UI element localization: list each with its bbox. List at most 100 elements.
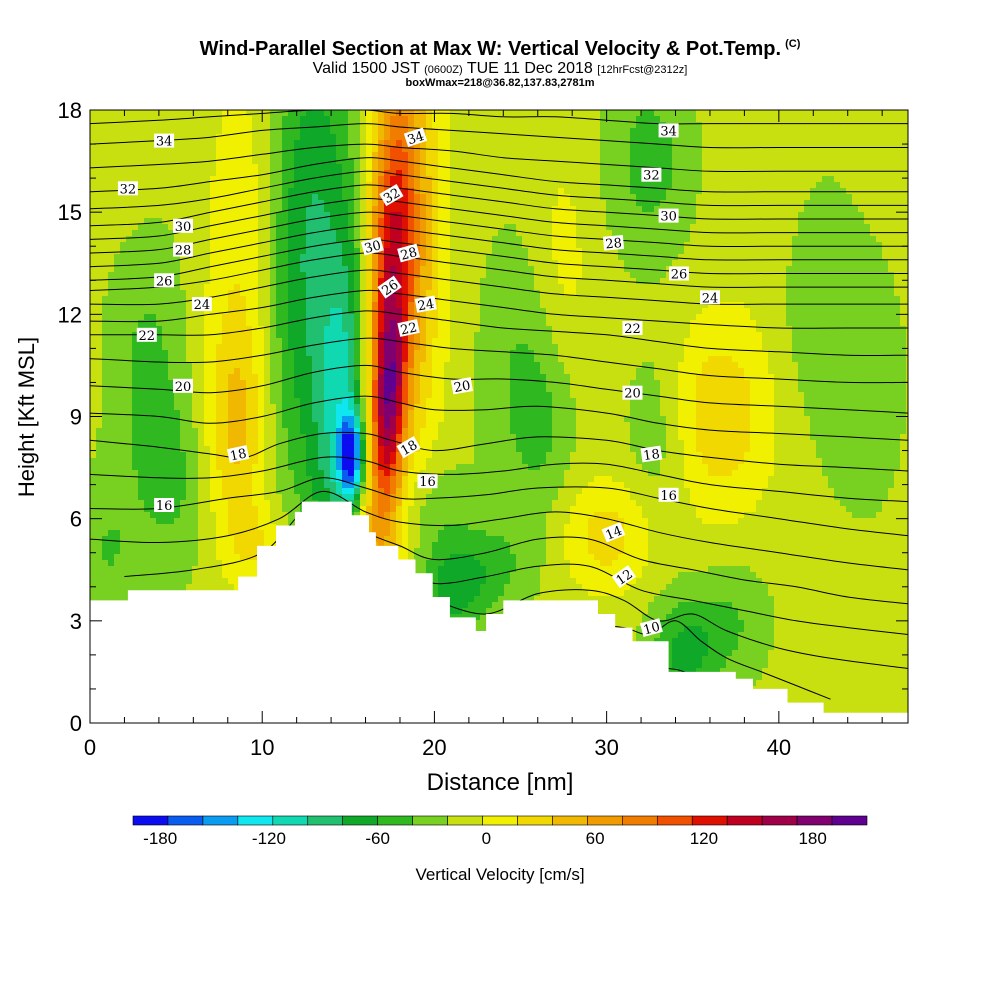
w-cell	[192, 578, 199, 585]
w-cell	[174, 482, 181, 489]
w-cell	[96, 272, 103, 279]
w-cell	[150, 260, 157, 267]
w-cell	[174, 146, 181, 153]
w-cell	[228, 530, 235, 537]
w-cell	[156, 578, 163, 585]
w-cell	[336, 194, 343, 201]
w-cell	[252, 566, 259, 573]
w-cell	[348, 170, 355, 177]
w-cell	[264, 428, 271, 435]
w-cell	[288, 512, 295, 519]
w-cell	[300, 428, 307, 435]
w-cell	[114, 176, 121, 183]
w-cell	[348, 326, 355, 333]
w-cell	[288, 230, 295, 237]
w-cell	[378, 188, 385, 195]
w-cell	[372, 350, 379, 357]
w-cell	[282, 116, 289, 123]
w-cell	[186, 488, 193, 495]
w-cell	[300, 206, 307, 213]
w-cell	[372, 290, 379, 297]
w-cell	[156, 572, 163, 579]
w-cell	[378, 272, 385, 279]
w-cell	[132, 284, 139, 291]
w-cell	[318, 194, 325, 201]
w-cell	[252, 140, 259, 147]
w-cell	[162, 422, 169, 429]
w-cell	[180, 326, 187, 333]
w-cell	[264, 248, 271, 255]
w-cell	[144, 542, 151, 549]
w-cell	[222, 182, 229, 189]
w-cell	[210, 548, 217, 555]
w-cell	[120, 536, 127, 543]
w-cell	[324, 374, 331, 381]
w-cell	[114, 116, 121, 123]
w-cell	[132, 134, 139, 141]
w-cell	[192, 308, 199, 315]
w-cell	[234, 362, 241, 369]
w-cell	[276, 350, 283, 357]
w-cell	[138, 440, 145, 447]
w-cell	[330, 230, 337, 237]
w-cell	[150, 374, 157, 381]
w-cell	[342, 218, 349, 225]
w-cell	[264, 476, 271, 483]
w-cell	[90, 362, 97, 369]
w-cell	[138, 512, 145, 519]
w-cell	[222, 170, 229, 177]
w-cell	[198, 554, 205, 561]
w-cell	[216, 236, 223, 243]
w-cell	[372, 122, 379, 129]
w-cell	[174, 500, 181, 507]
w-cell	[360, 428, 367, 435]
w-cell	[372, 506, 379, 513]
w-cell	[258, 218, 265, 225]
w-cell	[138, 164, 145, 171]
w-cell	[240, 158, 247, 165]
w-cell	[228, 296, 235, 303]
w-cell	[210, 572, 217, 579]
w-cell	[90, 578, 97, 585]
w-cell	[180, 230, 187, 237]
w-cell	[108, 458, 115, 465]
w-cell	[186, 146, 193, 153]
w-cell	[258, 254, 265, 261]
w-cell	[348, 386, 355, 393]
w-cell	[126, 230, 133, 237]
w-cell	[210, 566, 217, 573]
w-cell	[102, 416, 109, 423]
w-cell	[138, 584, 145, 591]
w-cell	[192, 260, 199, 267]
w-cell	[282, 242, 289, 249]
w-cell	[288, 386, 295, 393]
w-cell	[150, 200, 157, 207]
w-cell	[180, 194, 187, 201]
w-cell	[342, 134, 349, 141]
w-cell	[132, 122, 139, 129]
w-cell	[348, 338, 355, 345]
w-cell	[342, 398, 349, 405]
w-cell	[366, 116, 373, 123]
w-cell	[264, 470, 271, 477]
w-cell	[312, 140, 319, 147]
w-cell	[174, 410, 181, 417]
w-cell	[162, 566, 169, 573]
w-cell	[354, 506, 361, 513]
w-cell	[306, 362, 313, 369]
w-cell	[222, 380, 229, 387]
w-cell	[312, 320, 319, 327]
w-cell	[204, 542, 211, 549]
w-cell	[234, 212, 241, 219]
w-cell	[216, 134, 223, 141]
w-cell	[156, 158, 163, 165]
w-cell	[168, 236, 175, 243]
w-cell	[276, 362, 283, 369]
w-cell	[126, 548, 133, 555]
w-cell	[276, 314, 283, 321]
w-cell	[156, 458, 163, 465]
w-cell	[132, 224, 139, 231]
w-cell	[360, 452, 367, 459]
w-cell	[114, 380, 121, 387]
